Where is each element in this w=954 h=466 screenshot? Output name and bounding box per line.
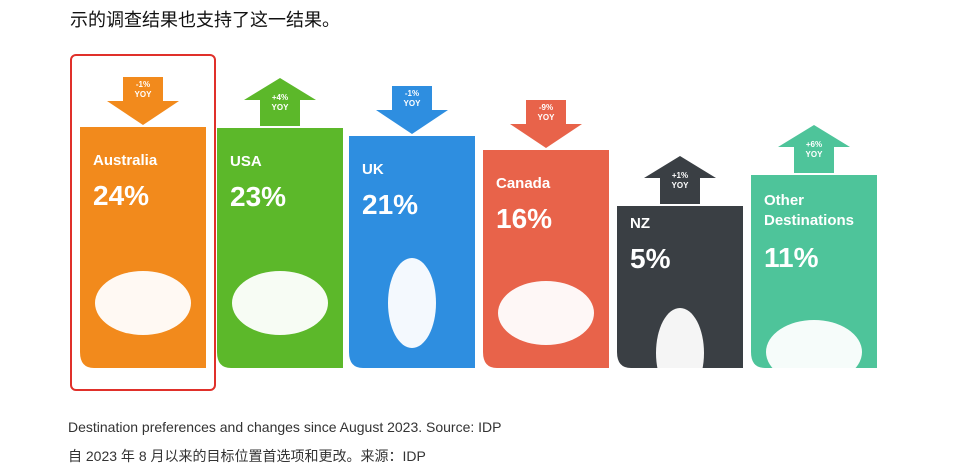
card-share: 23% — [230, 181, 286, 212]
intro-text: 示的调查结果也支持了这一结果。 — [70, 10, 340, 30]
highlight-box — [70, 54, 216, 391]
period-label: YOY — [672, 181, 690, 190]
map-shape — [498, 281, 594, 345]
arrow — [778, 125, 850, 173]
card-name: UK — [362, 161, 384, 178]
card-name: Australia — [93, 152, 158, 169]
card-share: 21% — [362, 189, 418, 220]
card — [751, 175, 877, 368]
period-label: YOY — [135, 90, 153, 99]
arrow — [376, 86, 448, 134]
map-shape — [766, 320, 862, 384]
card — [617, 206, 743, 368]
change-label: +6% — [806, 140, 822, 149]
map-shape — [232, 271, 328, 335]
change-label: -9% — [539, 103, 553, 112]
map-shape — [388, 258, 436, 348]
card-name: NZ — [630, 215, 650, 232]
change-label: +1% — [672, 171, 688, 180]
card-name: USA — [230, 153, 262, 170]
period-label: YOY — [272, 103, 290, 112]
arrow — [644, 156, 716, 204]
period-label: YOY — [806, 150, 824, 159]
card-name: Other Destinations — [764, 192, 854, 229]
card — [349, 136, 475, 368]
arrow — [107, 77, 179, 125]
infographic: -1%YOYAustralia24%+4%YOYUSA23%-1%YOYUK21… — [70, 54, 877, 398]
arrow — [510, 100, 582, 148]
card-share: 24% — [93, 180, 149, 211]
card-name: Canada — [496, 175, 551, 192]
caption-chinese: 自 2023 年 8 月以来的目标位置首选项和更改。来源：IDP — [68, 448, 426, 464]
card-share: 11% — [764, 242, 819, 273]
change-label: +4% — [272, 93, 288, 102]
card-share: 5% — [630, 243, 671, 274]
period-label: YOY — [404, 99, 422, 108]
period-label: YOY — [538, 113, 556, 122]
card-share: 16% — [496, 203, 552, 234]
change-label: -1% — [136, 80, 150, 89]
map-shape — [656, 308, 704, 398]
arrow — [244, 78, 316, 126]
map-shape — [95, 271, 191, 335]
caption-english: Destination preferences and changes sinc… — [68, 419, 502, 435]
change-label: -1% — [405, 89, 419, 98]
